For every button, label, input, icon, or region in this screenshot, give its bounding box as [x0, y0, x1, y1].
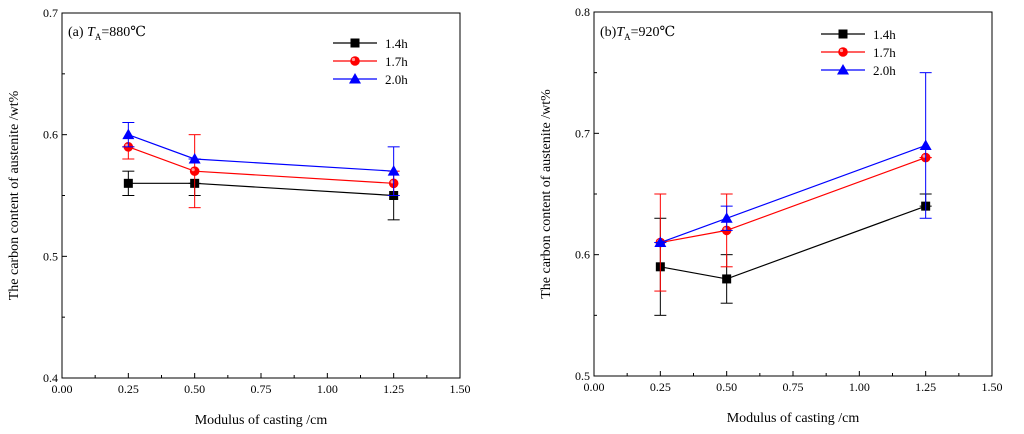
- series-2.0h: [654, 72, 932, 248]
- data-point-2.0h: [122, 128, 135, 140]
- y-tick-label: 0.7: [43, 6, 58, 20]
- y-tick-label: 0.7: [575, 126, 590, 140]
- x-tick-label: 0.75: [783, 380, 804, 394]
- x-tick-label: 1.00: [317, 382, 338, 396]
- panel-label-sub: A: [624, 32, 631, 42]
- data-point-2.0h: [720, 212, 733, 223]
- legend-marker: [838, 29, 848, 39]
- chart-panel-a: 0.00 0.25 0.50 0.75 1.00 1.25 1.50 0.4 0.5 0.6 0.7…: [7, 6, 471, 428]
- y-tick-label: 0.5: [43, 249, 58, 263]
- series-line-1.4h: [128, 182, 394, 197]
- panel-label-prefix: (b): [600, 25, 617, 40]
- x-tick-label: 0.00: [52, 382, 73, 396]
- legend-marker-highlight: [351, 57, 356, 62]
- panel-label-var: T: [616, 25, 625, 40]
- series-2.0h: [122, 122, 400, 196]
- legend-label: 2.0h: [873, 63, 896, 78]
- data-point-1.7h-highlight: [191, 168, 195, 172]
- legend-item-2.0h: 2.0h: [821, 63, 896, 78]
- data-point-2.0h: [919, 139, 932, 150]
- y-tick-label: 0.5: [575, 369, 590, 383]
- data-point-1.4h: [722, 274, 732, 284]
- y-tick-label: 0.6: [43, 128, 58, 142]
- legend-marker: [349, 73, 361, 84]
- panel-label-value: =920℃: [631, 25, 676, 40]
- x-tick-label: 0.25: [650, 380, 671, 394]
- legend-marker: [350, 56, 360, 66]
- x-tick-label: 0.75: [251, 382, 272, 396]
- legend-marker: [838, 47, 848, 57]
- x-axis-label: Modulus of casting /cm: [195, 413, 328, 428]
- x-tick-label: 1.25: [383, 382, 404, 396]
- panel-label: (a) TA=880℃: [68, 25, 146, 42]
- panel-label-prefix: (a): [68, 25, 87, 40]
- legend-label: 1.4h: [385, 36, 408, 51]
- series-line-1.7h: [660, 157, 926, 244]
- series-1.7h: [654, 152, 932, 292]
- x-tick-label: 0.00: [584, 380, 605, 394]
- legend-label: 1.7h: [385, 54, 408, 69]
- x-tick-label: 1.00: [849, 380, 870, 394]
- data-point-2.0h: [654, 236, 667, 248]
- y-tick-label: 0.8: [575, 5, 590, 19]
- data-point-1.4h: [123, 178, 133, 188]
- data-point-2.0h: [387, 165, 400, 176]
- legend-item-1.4h: 1.4h: [821, 27, 896, 42]
- legend-label: 2.0h: [385, 72, 408, 87]
- data-point-1.7h-highlight: [922, 154, 926, 158]
- panel-label: (b)TA=920℃: [600, 25, 675, 42]
- legend-label: 1.4h: [873, 27, 896, 42]
- data-point-1.7h: [189, 166, 200, 176]
- y-tick-label: 0.4: [43, 371, 58, 385]
- series-1.4h: [122, 170, 400, 221]
- x-tick-label: 1.25: [915, 380, 936, 394]
- legend-item-2.0h: 2.0h: [333, 72, 408, 87]
- x-tick-label: 0.50: [184, 382, 205, 396]
- legend-item-1.4h: 1.4h: [333, 36, 408, 51]
- x-tick-label: 1.50: [450, 382, 471, 396]
- legend-marker: [350, 38, 360, 48]
- y-tick-label: 0.6: [575, 248, 590, 262]
- series-line-2.0h: [660, 144, 926, 244]
- legend-label: 1.7h: [873, 45, 896, 60]
- x-tick-label: 0.25: [118, 382, 139, 396]
- series-1.7h: [122, 134, 400, 209]
- data-point-2.0h: [188, 153, 201, 164]
- legend-marker-highlight: [839, 48, 844, 53]
- series-1.4h: [654, 193, 932, 316]
- data-point-1.7h-highlight: [723, 227, 727, 231]
- series-line-1.7h: [128, 146, 394, 184]
- data-point-1.7h-highlight: [125, 143, 129, 147]
- legend-item-1.7h: 1.7h: [333, 54, 408, 69]
- series-line-2.0h: [128, 134, 394, 172]
- data-point-1.7h-highlight: [390, 180, 394, 184]
- legend-marker: [837, 64, 849, 75]
- panel-label-sub: A: [95, 32, 102, 42]
- panel-label-var: T: [87, 25, 96, 40]
- panel-label-value: =880℃: [101, 25, 146, 40]
- y-axis-label: The carbon content of austenite /wt%: [7, 90, 22, 300]
- x-axis-label: Modulus of casting /cm: [727, 411, 860, 426]
- x-tick-label: 1.50: [982, 380, 1003, 394]
- legend-item-1.7h: 1.7h: [821, 45, 896, 60]
- chart-panel-b: 0.00 0.25 0.50 0.75 1.00 1.25 1.50 0.5 0.6 0.7 0.8…: [539, 5, 1003, 426]
- series-line-1.4h: [660, 205, 926, 280]
- x-tick-label: 0.50: [716, 380, 737, 394]
- y-axis-label: The carbon content of austenite /wt%: [539, 89, 554, 299]
